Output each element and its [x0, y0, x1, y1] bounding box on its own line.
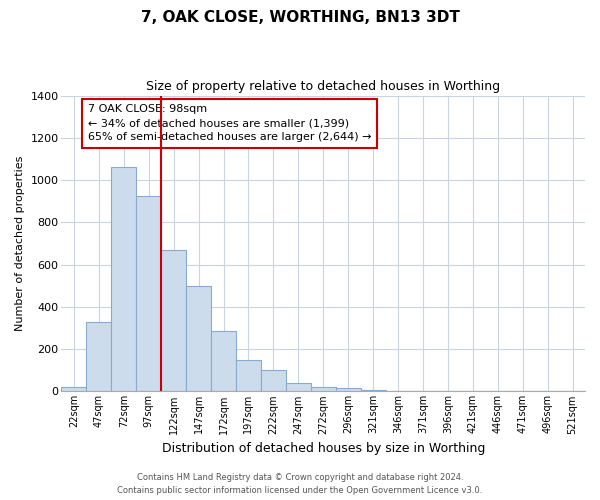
Text: Contains HM Land Registry data © Crown copyright and database right 2024.
Contai: Contains HM Land Registry data © Crown c…	[118, 474, 482, 495]
Bar	[186, 286, 211, 392]
Bar	[261, 370, 286, 392]
Bar	[211, 331, 236, 392]
Bar	[61, 387, 86, 392]
X-axis label: Distribution of detached houses by size in Worthing: Distribution of detached houses by size …	[161, 442, 485, 455]
Bar	[361, 390, 386, 392]
Bar	[286, 383, 311, 392]
Bar	[335, 388, 361, 392]
Bar	[161, 250, 186, 392]
Y-axis label: Number of detached properties: Number of detached properties	[15, 156, 25, 331]
Bar	[311, 387, 335, 392]
Bar	[236, 360, 261, 392]
Bar	[112, 168, 136, 392]
Bar	[136, 196, 161, 392]
Bar	[86, 322, 112, 392]
Text: 7 OAK CLOSE: 98sqm
← 34% of detached houses are smaller (1,399)
65% of semi-deta: 7 OAK CLOSE: 98sqm ← 34% of detached hou…	[88, 104, 371, 142]
Title: Size of property relative to detached houses in Worthing: Size of property relative to detached ho…	[146, 80, 500, 93]
Text: 7, OAK CLOSE, WORTHING, BN13 3DT: 7, OAK CLOSE, WORTHING, BN13 3DT	[140, 10, 460, 25]
